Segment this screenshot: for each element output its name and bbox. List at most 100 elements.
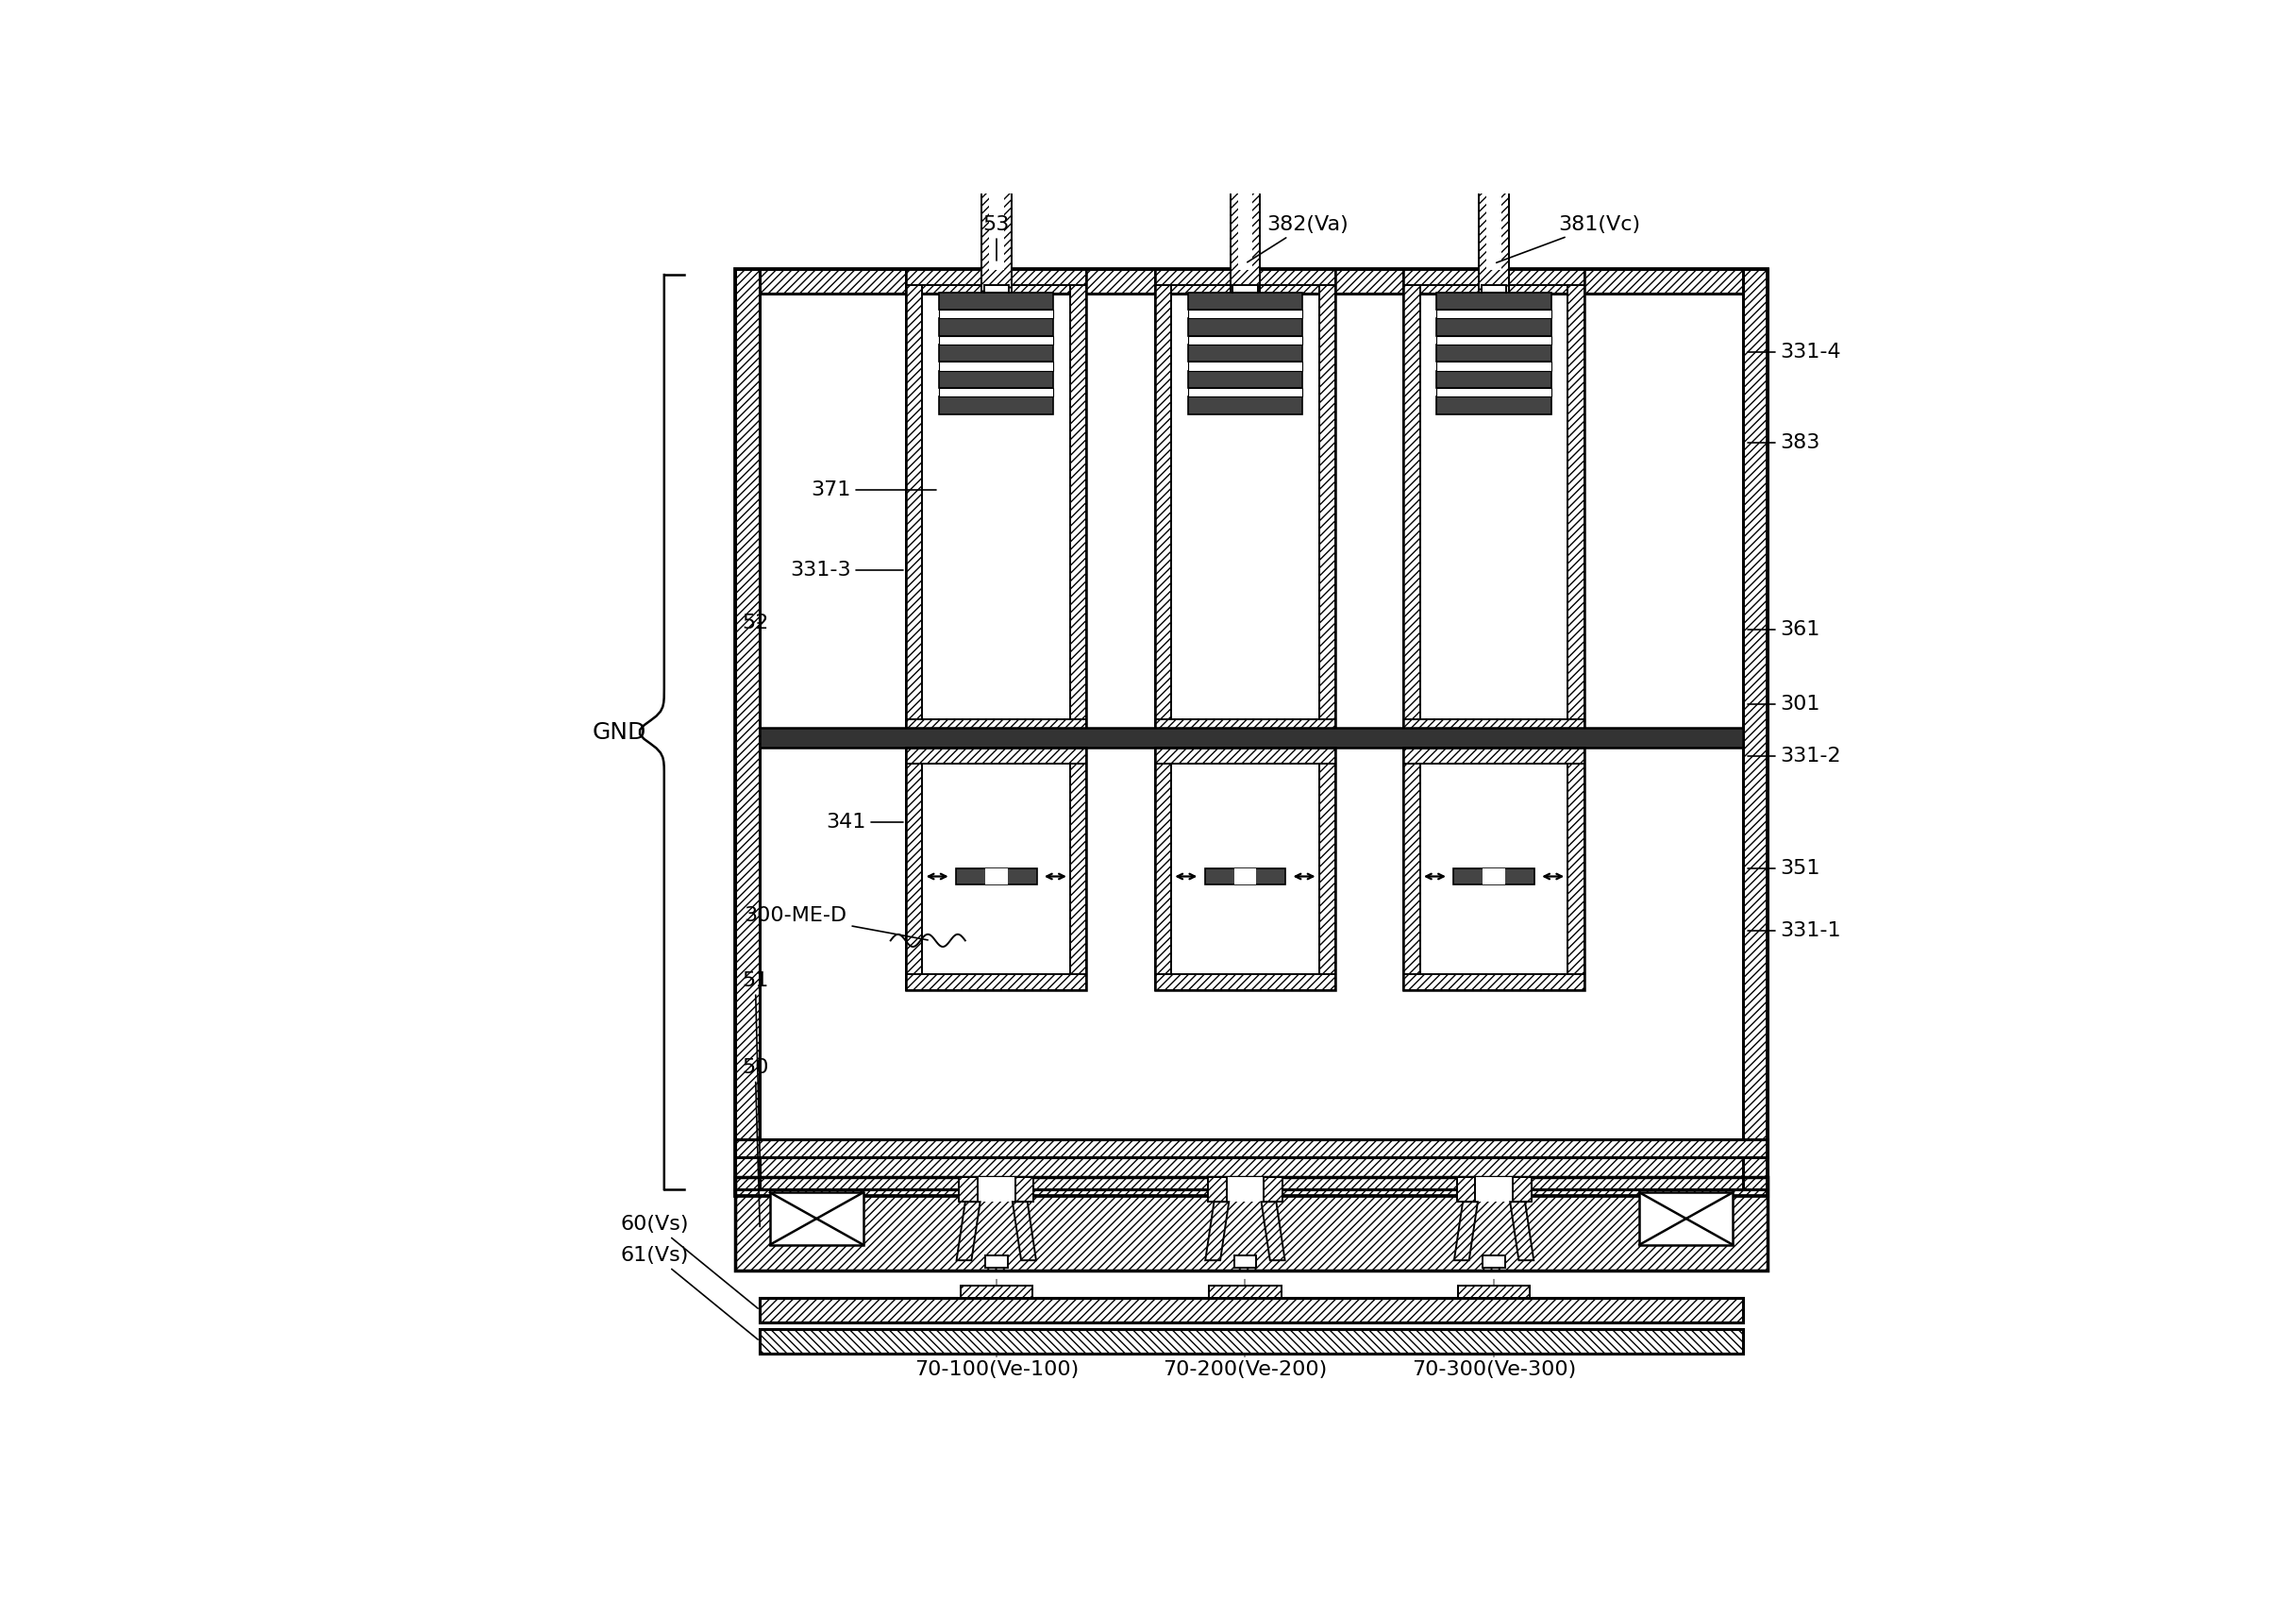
Bar (907, 748, 1086, 764)
Text: 50: 50 (742, 1058, 769, 1227)
Bar (1171, 284, 1320, 719)
Bar (1210, 1285, 1281, 1298)
Text: 300-ME-D: 300-ME-D (744, 907, 928, 941)
Bar (1187, 398, 1302, 414)
Bar (1453, 868, 1534, 884)
Bar (760, 727, 1743, 748)
Text: 371: 371 (810, 480, 937, 499)
Polygon shape (957, 1202, 980, 1260)
Bar (1437, 370, 1552, 388)
Text: 70-300(Ve-300): 70-300(Ve-300) (1412, 1361, 1575, 1378)
Bar (923, 284, 1070, 719)
Bar (1403, 268, 1419, 735)
Bar (1233, 157, 1256, 181)
Bar (1437, 398, 1552, 414)
Text: 52: 52 (742, 614, 769, 632)
Text: 331-3: 331-3 (790, 561, 905, 579)
Bar (735, 268, 1768, 1196)
Bar (1187, 370, 1302, 388)
Bar (960, 1176, 978, 1202)
Bar (1456, 1176, 1476, 1202)
Bar (735, 268, 760, 1196)
Text: 361: 361 (1747, 621, 1821, 638)
Text: 383: 383 (1747, 433, 1821, 452)
Bar (985, 868, 1008, 884)
Text: 331-2: 331-2 (1747, 747, 1841, 766)
Bar (939, 362, 1054, 370)
Bar (1568, 268, 1584, 735)
Bar (1208, 1176, 1283, 1202)
Bar (939, 336, 1054, 344)
Text: 382(Va): 382(Va) (1247, 215, 1348, 262)
Bar (760, 1328, 1743, 1354)
Bar (1205, 868, 1286, 884)
Polygon shape (1511, 1202, 1534, 1260)
Bar (735, 1139, 1768, 1157)
Bar (907, 719, 1086, 735)
Bar (939, 344, 1054, 362)
Bar (1187, 318, 1302, 336)
Bar (1403, 748, 1584, 764)
Bar (939, 388, 1054, 398)
Bar (1155, 268, 1336, 284)
Bar (1238, 181, 1254, 270)
Bar (1231, 178, 1261, 294)
Bar (960, 1285, 1033, 1298)
Bar (1437, 336, 1552, 344)
Polygon shape (1205, 1202, 1228, 1260)
Bar (907, 748, 923, 991)
Text: 70-100(Ve-100): 70-100(Ve-100) (914, 1361, 1079, 1378)
Bar (1483, 1256, 1506, 1269)
Bar (1403, 974, 1584, 991)
Bar (1403, 268, 1584, 284)
Bar (1155, 268, 1336, 735)
Polygon shape (1511, 1202, 1534, 1260)
Bar (985, 157, 1008, 181)
Bar (960, 1176, 1033, 1202)
Bar (985, 1256, 1008, 1269)
Bar (1155, 719, 1336, 735)
Polygon shape (1261, 1202, 1286, 1260)
Bar (907, 268, 923, 735)
Polygon shape (1453, 1202, 1479, 1260)
Bar (1456, 1176, 1531, 1202)
Bar (939, 318, 1054, 336)
Text: 51: 51 (742, 971, 769, 1157)
Bar (769, 1193, 863, 1244)
Bar (760, 1298, 1743, 1322)
Bar (1419, 764, 1568, 974)
Bar (1187, 388, 1302, 398)
Bar (980, 178, 1010, 294)
Bar (985, 284, 1008, 292)
Bar (1233, 1256, 1256, 1269)
Text: 331-1: 331-1 (1747, 921, 1841, 941)
Text: 381(Vc): 381(Vc) (1497, 215, 1642, 263)
Bar (1486, 181, 1502, 270)
Bar (1155, 268, 1171, 735)
Bar (1437, 318, 1552, 336)
Text: 70-200(Ve-200): 70-200(Ve-200) (1162, 1361, 1327, 1378)
Text: 60(Vs): 60(Vs) (620, 1215, 758, 1309)
Bar (1437, 388, 1552, 398)
Text: 341: 341 (827, 813, 905, 832)
Bar (1403, 719, 1584, 735)
Bar (1233, 284, 1258, 292)
Bar (1187, 336, 1302, 344)
Polygon shape (1013, 1202, 1035, 1260)
Bar (735, 1176, 1768, 1270)
Bar (1483, 157, 1506, 181)
Bar (955, 868, 1038, 884)
Bar (1320, 268, 1336, 735)
Bar (1015, 1176, 1033, 1202)
Bar (1458, 1285, 1529, 1298)
Bar (960, 1285, 1033, 1298)
Bar (1187, 362, 1302, 370)
Bar (1419, 284, 1568, 719)
Bar (1437, 292, 1552, 310)
Bar (1403, 268, 1584, 735)
Polygon shape (1453, 1202, 1479, 1260)
Bar (1320, 748, 1336, 991)
Bar (760, 1298, 1743, 1322)
Bar (735, 1176, 1768, 1270)
Bar (1070, 748, 1086, 991)
